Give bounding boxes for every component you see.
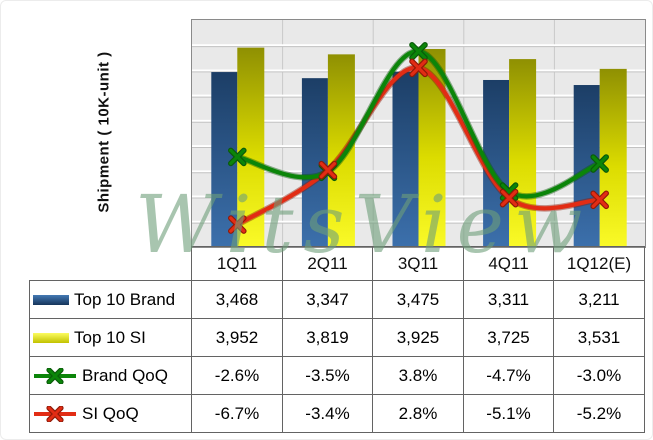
column-header: 1Q12(E)	[553, 246, 645, 281]
y-axis-title: Shipment ( 10K-unit )	[95, 51, 113, 213]
si-bar	[418, 49, 446, 247]
table-cell: -5.1%	[463, 394, 554, 433]
table-cell: 3,952	[191, 318, 283, 357]
row-label-cell: Top 10 Brand	[29, 280, 192, 319]
row-label: Top 10 Brand	[74, 289, 176, 309]
table-cell: -3.0%	[553, 356, 645, 395]
table-cell: 3,311	[463, 280, 554, 319]
table-cell: 3,468	[191, 280, 283, 319]
row-label-cell: Top 10 SI	[29, 318, 192, 357]
table-cell: 3.8%	[372, 356, 464, 395]
si-qoq-line-legend-icon	[33, 404, 77, 423]
row-label-cell: Brand QoQ	[29, 356, 192, 395]
plot-area	[191, 19, 646, 248]
si-qoq-markers	[227, 58, 610, 234]
table-cell: 3,925	[372, 318, 464, 357]
table-cell: 3,531	[553, 318, 645, 357]
table-cell: -6.7%	[191, 394, 283, 433]
table-cell: -4.7%	[463, 356, 554, 395]
row-label-cell: SI QoQ	[29, 394, 192, 433]
row-label: Brand QoQ	[82, 365, 168, 385]
row-label: Top 10 SI	[74, 327, 146, 347]
table-row-si: Top 10 SI 3,952 3,819 3,925 3,725 3,531	[29, 318, 645, 357]
column-header: 1Q11	[191, 246, 283, 281]
table-row-si-qoq: SI QoQ -6.7% -3.4% 2.8% -5.1% -5.2%	[29, 394, 645, 433]
row-label: SI QoQ	[82, 403, 139, 423]
brand-qoq-line-legend-icon	[33, 366, 77, 385]
column-header: 2Q11	[282, 246, 373, 281]
brand-bar	[392, 71, 419, 247]
table-row-brand-qoq: Brand QoQ -2.6% -3.5% 3.8% -4.7% -3.0%	[29, 356, 645, 395]
combo-chart-svg	[192, 20, 645, 247]
table-cell: 3,725	[463, 318, 554, 357]
si-bar	[327, 54, 355, 247]
si-bar	[509, 59, 537, 247]
table-cell: -5.2%	[553, 394, 645, 433]
table-header-row: 1Q11 2Q11 3Q11 4Q11 1Q12(E)	[30, 246, 645, 281]
table-cell: -3.5%	[282, 356, 373, 395]
table-cell: 3,475	[372, 280, 464, 319]
table-cell: 3,211	[553, 280, 645, 319]
table-cell: 2.8%	[372, 394, 464, 433]
table-cell: 3,819	[282, 318, 373, 357]
data-table: 1Q11 2Q11 3Q11 4Q11 1Q12(E) Top 10 Brand…	[29, 246, 645, 433]
column-header: 4Q11	[463, 246, 554, 281]
brand-bar-legend-icon	[33, 294, 69, 305]
table-row-brand: Top 10 Brand 3,468 3,347 3,475 3,311 3,2…	[29, 280, 645, 319]
table-cell: -3.4%	[282, 394, 373, 433]
table-cell: 3,347	[282, 280, 373, 319]
table-cell: -2.6%	[191, 356, 283, 395]
table-corner-cell	[30, 247, 192, 281]
column-header: 3Q11	[372, 246, 464, 281]
si-bar-legend-icon	[33, 332, 69, 343]
